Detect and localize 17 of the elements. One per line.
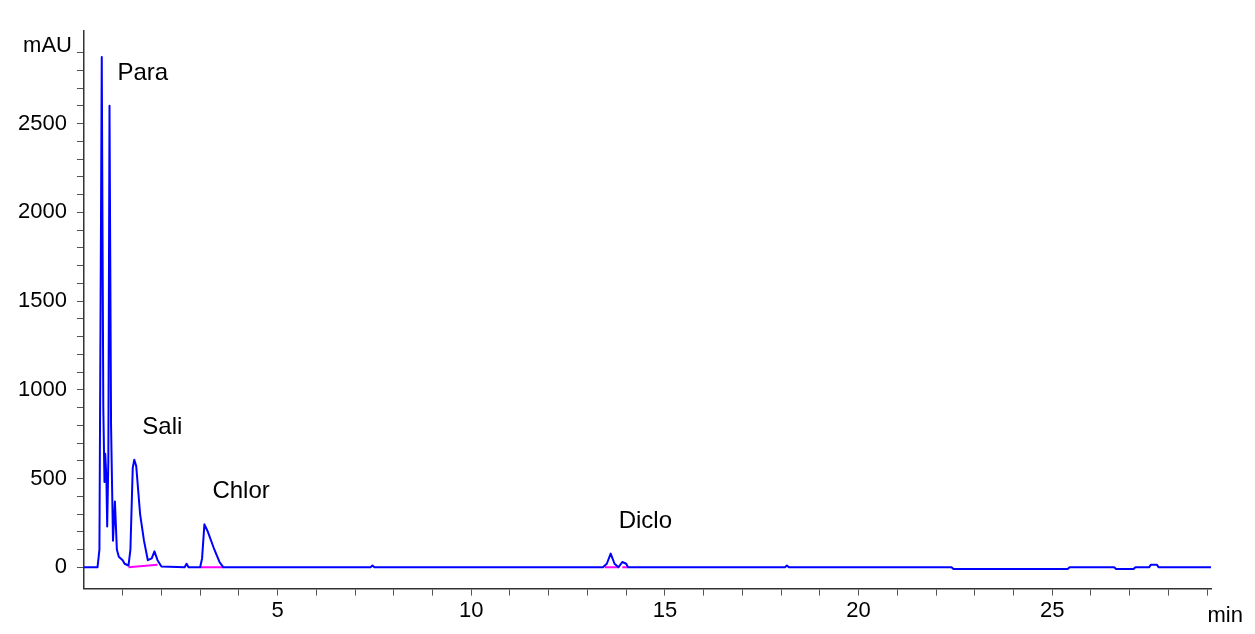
x-tick-label: 25 <box>1039 596 1065 622</box>
annotation: Chlor <box>212 476 270 504</box>
y-tick-label: 500 <box>30 464 67 490</box>
x-tick-label: 10 <box>459 596 484 622</box>
y-tick-label: 2500 <box>17 109 67 135</box>
x-axis-title: min <box>1207 601 1243 627</box>
x-tick-label: 15 <box>652 596 678 622</box>
annotation: Diclo <box>618 505 673 533</box>
x-tick-label: 5 <box>271 596 284 622</box>
annotation: Sali <box>142 411 183 439</box>
y-tick-label: 2000 <box>17 198 67 224</box>
y-axis-title: mAU <box>23 32 72 58</box>
x-tick-label: 20 <box>846 596 871 622</box>
y-tick-label: 0 <box>54 553 67 579</box>
annotation: Para <box>117 57 169 85</box>
y-tick-label: 1500 <box>17 287 67 313</box>
y-tick-label: 1000 <box>17 375 67 401</box>
